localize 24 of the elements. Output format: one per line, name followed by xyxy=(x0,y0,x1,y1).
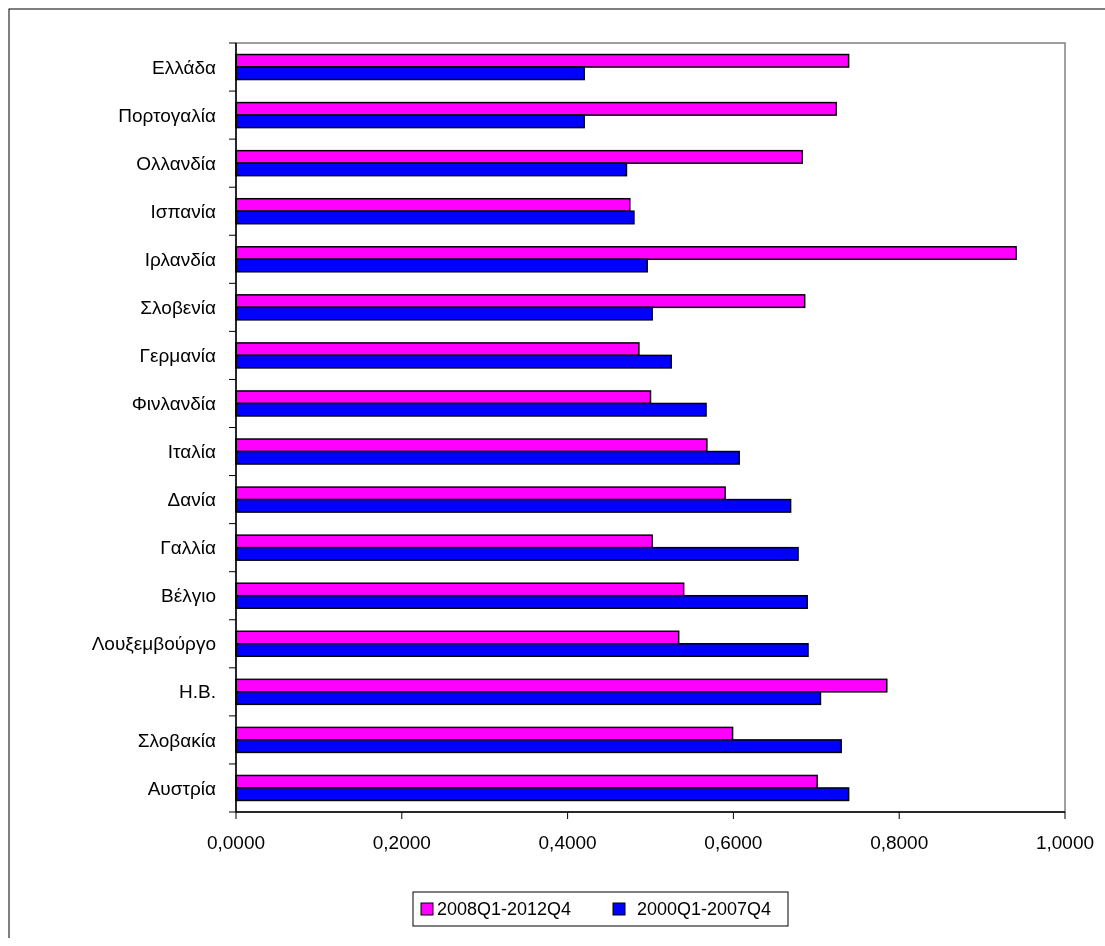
x-tick-label: 0,6000 xyxy=(704,831,763,853)
x-tick-label: 0,8000 xyxy=(870,831,929,853)
x-tick-label: 0,2000 xyxy=(372,831,431,853)
y-tick-label: Δανία xyxy=(167,489,217,511)
y-tick-label: Ολλανδία xyxy=(136,152,217,174)
y-tick-label: Λουξεμβούργο xyxy=(91,633,216,655)
legend-label: 2000Q1-2007Q4 xyxy=(637,899,772,920)
legend-label: 2008Q1-2012Q4 xyxy=(437,899,572,920)
x-tick-label: 1,0000 xyxy=(1035,831,1095,853)
y-tick-label: Ιταλία xyxy=(167,441,216,463)
y-tick-label: Πορτογαλία xyxy=(118,104,217,126)
y-tick-label: Αυστρία xyxy=(147,777,217,799)
y-tick-label: Η.Β. xyxy=(179,681,216,703)
x-tick-label: 0,0000 xyxy=(206,831,266,853)
y-tick-label: Γερμανία xyxy=(139,345,217,367)
y-tick-label: Ισπανία xyxy=(150,200,216,222)
y-tick-label: Βέλγιο xyxy=(161,585,216,607)
x-tick-label: 0,4000 xyxy=(538,831,597,853)
y-tick-label: Σλοβενία xyxy=(140,296,216,318)
y-tick-label: Σλοβακία xyxy=(137,729,216,751)
y-tick-label: Ελλάδα xyxy=(152,56,217,78)
y-tick-label: Γαλλία xyxy=(160,537,217,559)
y-tick-label: Φινλανδία xyxy=(131,393,217,415)
y-tick-label: Ιρλανδία xyxy=(144,248,216,270)
